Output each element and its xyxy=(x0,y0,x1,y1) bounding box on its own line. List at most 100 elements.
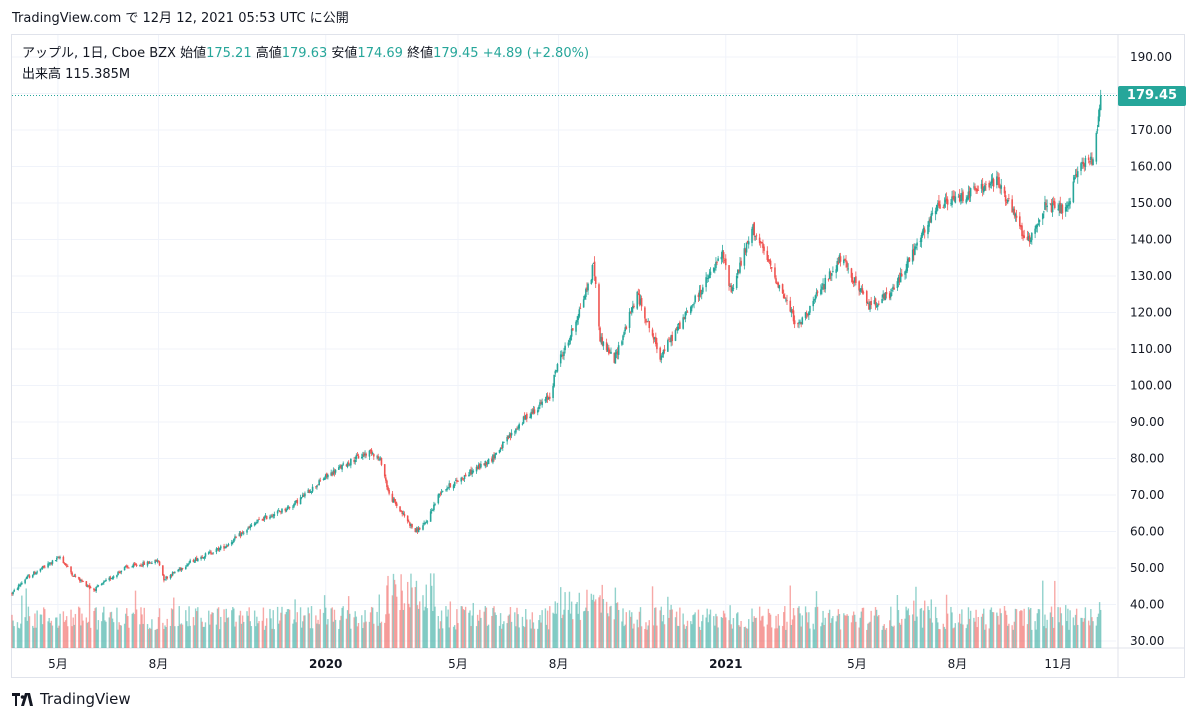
volume-bar xyxy=(502,624,504,648)
volume-bar xyxy=(1008,623,1010,648)
candle-body xyxy=(284,508,287,511)
volume-bar xyxy=(575,603,577,648)
volume-bar xyxy=(1026,624,1029,648)
volume-bar xyxy=(234,626,236,648)
candle-body xyxy=(235,537,237,538)
tradingview-brand[interactable]: TradingView xyxy=(12,690,131,710)
candle-body xyxy=(738,269,740,272)
volume-bar xyxy=(120,625,123,648)
candle-body xyxy=(621,341,623,345)
candle-body xyxy=(262,519,265,521)
volume-bar xyxy=(1011,625,1013,648)
volume-bar xyxy=(878,615,880,648)
candle-body xyxy=(158,561,161,566)
volume-bar xyxy=(462,609,465,648)
candle-body xyxy=(48,563,50,565)
candle-body xyxy=(577,315,580,321)
volume-bar xyxy=(744,626,747,648)
volume-bar xyxy=(70,609,72,648)
volume-bar xyxy=(569,613,572,648)
volume-bar xyxy=(515,626,517,648)
candle-body xyxy=(1090,156,1092,161)
volume-bar xyxy=(108,617,110,648)
candle-body xyxy=(347,462,350,464)
candle-body xyxy=(368,450,371,457)
candle-body xyxy=(914,246,916,255)
candle-body xyxy=(326,473,328,477)
candle-body xyxy=(230,542,233,545)
candle-body xyxy=(961,193,963,200)
volume-bar xyxy=(461,606,464,648)
volume-bar xyxy=(602,599,605,648)
volume-bar xyxy=(976,627,978,648)
volume-bar xyxy=(962,624,964,648)
candle-body xyxy=(192,560,195,562)
volume-bar xyxy=(823,624,825,648)
legend-change: +4.89 (+2.80%) xyxy=(482,46,590,61)
candle-body xyxy=(587,283,589,291)
volume-bar xyxy=(1089,625,1091,648)
candle-body xyxy=(969,188,972,197)
candle-body xyxy=(867,303,869,305)
volume-bar xyxy=(758,606,761,648)
candle-body xyxy=(484,461,487,467)
candle-body xyxy=(873,300,876,305)
volume-bar xyxy=(500,628,503,648)
candle-body xyxy=(409,522,411,526)
volume-bar xyxy=(498,625,501,648)
candle-body xyxy=(919,240,922,242)
volume-bar xyxy=(80,625,82,648)
volume-bar xyxy=(327,619,329,648)
candle-body xyxy=(457,481,459,482)
volume-bar xyxy=(997,615,999,648)
candle-body xyxy=(491,458,493,462)
candle-body xyxy=(501,442,504,448)
candle-body xyxy=(1013,208,1016,216)
candle-body xyxy=(362,454,364,457)
volume-bar xyxy=(928,609,930,648)
candle-body xyxy=(118,571,120,573)
volume-bar xyxy=(1023,608,1025,648)
volume-bar xyxy=(342,606,344,648)
candle-body xyxy=(617,345,620,355)
volume-bar xyxy=(969,610,972,648)
volume-bar xyxy=(739,626,741,648)
volume-bar xyxy=(457,623,459,648)
candle-body xyxy=(227,543,230,546)
volume-bar xyxy=(693,614,695,648)
volume-bar xyxy=(862,607,865,648)
volume-bar xyxy=(1021,610,1023,648)
volume-bar xyxy=(362,628,364,648)
candle-body xyxy=(808,312,810,316)
candle-body xyxy=(731,287,734,292)
candle-body xyxy=(150,562,152,564)
volume-bar xyxy=(178,606,180,648)
volume-bar xyxy=(426,608,429,648)
snapshot-line: TradingView.com で 12月 12, 2021 05:53 UTC… xyxy=(12,11,349,26)
candle-body xyxy=(758,237,761,244)
candle-body xyxy=(353,460,355,462)
candle-body xyxy=(394,501,397,505)
candle-body xyxy=(39,568,42,572)
volume-bar xyxy=(102,612,104,648)
volume-bar xyxy=(96,629,98,648)
candle-body xyxy=(292,506,294,508)
volume-bar xyxy=(631,612,633,648)
candle-body xyxy=(1038,219,1041,223)
volume-bar xyxy=(126,608,128,648)
volume-bar xyxy=(286,609,289,648)
volume-bar xyxy=(40,614,43,648)
volume-bar xyxy=(1092,621,1094,648)
volume-bar xyxy=(211,612,213,648)
volume-bar xyxy=(208,610,210,648)
candle-body xyxy=(628,311,631,328)
volume-bar xyxy=(934,606,937,648)
candle-body xyxy=(74,575,77,577)
volume-bar xyxy=(720,616,723,648)
volume-bar xyxy=(94,608,96,648)
candle-body xyxy=(127,566,129,568)
volume-bar xyxy=(911,614,914,648)
candle-body xyxy=(334,469,337,473)
candle-body xyxy=(778,285,781,289)
